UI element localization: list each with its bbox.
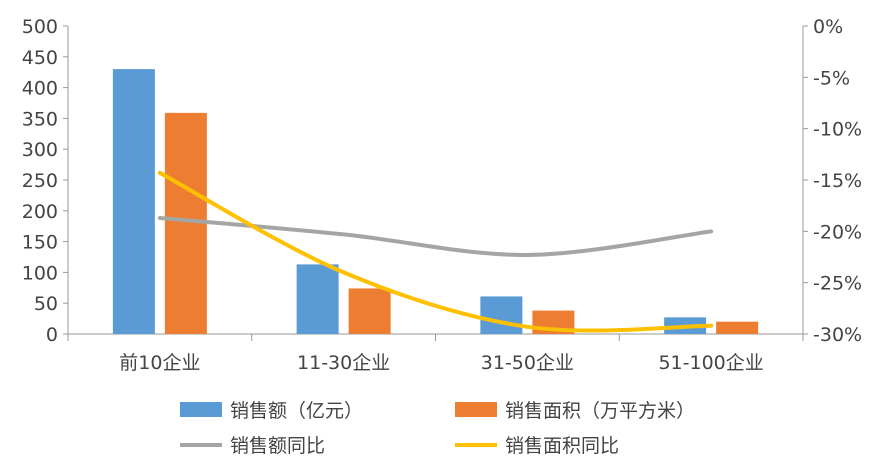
right-tick-label: -5% (813, 67, 850, 89)
lines (157, 170, 714, 333)
legend-swatch (455, 402, 497, 417)
left-tick-label: 200 (22, 201, 58, 223)
right-tick-label: -25% (813, 273, 862, 295)
bar (716, 321, 759, 334)
x-tick-label: 31-50企业 (481, 352, 574, 374)
left-tick-label: 150 (22, 232, 58, 254)
x-tick-label: 11-30企业 (297, 352, 390, 374)
x-tick-label: 51-100企业 (658, 352, 763, 374)
left-tick-label: 100 (22, 262, 58, 284)
series-line (157, 215, 714, 257)
left-tick-label: 300 (22, 139, 58, 161)
right-tick-label: -10% (813, 119, 862, 141)
legend-swatch (180, 402, 222, 417)
legend: 销售额（亿元） 销售面积（万平方米） 销售额同比 销售面积同比 (180, 400, 695, 457)
left-tick-label: 250 (22, 170, 58, 192)
left-tick-label: 0 (46, 324, 58, 346)
bar (480, 296, 523, 334)
left-tick-label: 350 (22, 108, 58, 130)
left-tick-label: 450 (22, 47, 58, 69)
axes: 0 50 100 150 200 250 300 350 400 450 500 0% -5% -10% -… (22, 16, 862, 374)
legend-label: 销售额（亿元） (230, 400, 363, 422)
left-tick-label: 50 (34, 293, 58, 315)
bars (112, 69, 759, 335)
right-tick-label: -20% (813, 221, 862, 243)
legend-label: 销售面积（万平方米） (505, 400, 695, 422)
right-tick-label: -15% (813, 170, 862, 192)
right-tick-label: -30% (813, 324, 862, 346)
right-tick-label: 0% (813, 16, 843, 38)
bar (112, 69, 155, 335)
bar (296, 264, 339, 334)
left-tick-label: 500 (22, 16, 58, 38)
bar (348, 288, 391, 334)
legend-label: 销售面积同比 (505, 435, 619, 457)
series-line (157, 170, 714, 333)
legend-label: 销售额同比 (230, 435, 325, 457)
left-tick-label: 400 (22, 78, 58, 100)
x-tick-label: 前10企业 (119, 352, 200, 374)
